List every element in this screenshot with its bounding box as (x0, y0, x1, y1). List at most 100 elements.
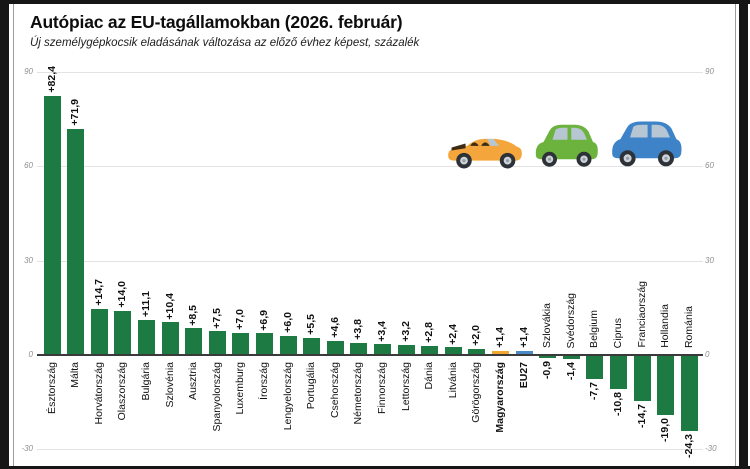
car-trunk (451, 143, 466, 151)
bar-value-label-EU27: +1,4 (517, 326, 530, 348)
bar-value-label-Hollandia: -19,0 (659, 417, 672, 442)
bar-value-label-Észtország: +82,4 (45, 66, 58, 93)
bar-country-label-Portugália: Portugália (305, 362, 318, 410)
bar-Románia (680, 355, 698, 432)
bar-value-label-Spanyolország: +7,5 (210, 307, 223, 329)
chart-card: Autópiac az EU-tagállamokban (2026. febr… (9, 4, 739, 466)
bar-Portugália (303, 337, 321, 355)
bar-country-label-Finnország: Finnország (375, 362, 388, 414)
blue-car-icon (612, 121, 682, 167)
bar-country-label-Lettország: Lettország (399, 362, 412, 412)
bar-value-label-Németország: +3,8 (352, 319, 365, 341)
bar-country-label-Szlovákia: Szlovákia (541, 303, 554, 348)
bar-value-label-Románia: -24,3 (682, 434, 695, 459)
bar-Olaszország (114, 310, 132, 355)
bar-country-label-Luxemburg: Luxemburg (234, 362, 247, 415)
bar-value-label-Magyarország: +1,4 (493, 326, 506, 348)
bar-Spanyolország (208, 331, 226, 355)
bar-Franciaország (633, 355, 651, 402)
bar-country-label-Dánia: Dánia (423, 362, 436, 390)
frame-border-right (739, 0, 748, 469)
car-rear-window (552, 127, 568, 140)
bar-country-label-Ausztria: Ausztria (187, 362, 200, 400)
bar-Litvánia (444, 347, 462, 355)
frame-border-top (0, 0, 750, 4)
bar-Írország (255, 333, 273, 355)
frame-border-bottom (0, 466, 750, 469)
bar-value-label-Finnország: +3,4 (375, 320, 388, 342)
bar-Horvátország (90, 308, 108, 355)
gridline--30 (37, 449, 703, 451)
bar-country-label-Belgium: Belgium (588, 310, 601, 348)
bar-Görögország (468, 348, 486, 355)
bar-Ciprus (609, 355, 627, 389)
bar-country-label-Lengyelország: Lengyelország (281, 362, 294, 431)
bar-value-label-Lettország: +3,2 (399, 321, 412, 342)
bar-country-label-Írország: Írország (257, 362, 270, 400)
bar-country-label-Franciaország: Franciaország (635, 281, 648, 348)
chart-title: Autópiac az EU-tagállamokban (2026. febr… (30, 12, 403, 32)
bar-value-label-Belgium: -7,7 (588, 382, 601, 401)
frame-inner-line-right (735, 4, 736, 466)
y-axis-tick-left--30: -30 (21, 444, 33, 454)
bar-Csehország (326, 340, 344, 355)
bar-country-label-Svédország: Svédország (564, 292, 577, 348)
frame-border-left (0, 0, 9, 469)
y-axis-tick-right-30: 30 (705, 255, 714, 265)
bar-country-label-Észtország: Észtország (45, 362, 58, 414)
car-seat (470, 142, 479, 146)
bar-Dánia (421, 346, 439, 355)
bar-country-label-Litvánia: Litvánia (446, 362, 459, 399)
bar-Németország (350, 343, 368, 355)
bar-Ausztria (185, 328, 203, 355)
bar-country-label-Ciprus: Ciprus (611, 317, 624, 348)
bar-country-label-Magyarország: Magyarország (493, 362, 506, 433)
y-axis-tick-left-0: 0 (28, 350, 33, 359)
bar-EU27 (515, 350, 533, 355)
y-axis-tick-right-60: 60 (705, 161, 714, 171)
bar-country-label-Horvátország: Horvátország (92, 362, 105, 425)
bar-value-label-Franciaország: -14,7 (635, 404, 648, 429)
bar-Hollandia (657, 355, 675, 415)
car-seat (481, 142, 490, 146)
gridline-30 (37, 260, 703, 262)
bar-country-label-Spanyolország: Spanyolország (210, 362, 223, 432)
bar-Bulgária (137, 320, 155, 355)
bar-value-label-Bulgária: +11,1 (139, 291, 152, 318)
bar-Belgium (586, 355, 604, 380)
bar-country-label-EU27: EU27 (517, 362, 530, 389)
gridline-60 (37, 166, 703, 168)
bar-country-label-Bulgária: Bulgária (139, 362, 152, 401)
bar-value-label-Olaszország: +14,0 (116, 281, 129, 308)
bar-Svédország (562, 355, 580, 360)
bar-value-label-Görögország: +2,0 (470, 324, 483, 346)
bar-Finnország (373, 344, 391, 355)
bar-country-label-Görögország: Görögország (470, 362, 483, 423)
bar-value-label-Szlovákia: -0,9 (541, 360, 554, 379)
bar-value-label-Litvánia: +2,4 (446, 323, 459, 345)
car-front-window (571, 127, 587, 140)
bar-value-label-Luxemburg: +7,0 (234, 309, 247, 330)
y-axis-tick-right-0: 0 (705, 350, 710, 359)
bar-value-label-Dánia: +2,8 (423, 322, 436, 344)
bar-value-label-Ciprus: -10,8 (611, 391, 624, 416)
frame-inner-line-left (13, 4, 14, 466)
bar-Szlovénia (161, 322, 179, 355)
y-axis-tick-right--30: -30 (705, 444, 717, 454)
bar-value-label-Horvátország: +14,7 (92, 279, 105, 306)
bar-country-label-Németország: Németország (352, 362, 365, 425)
bar-value-label-Szlovénia: +10,4 (163, 292, 176, 320)
bar-country-label-Olaszország: Olaszország (116, 362, 129, 421)
bar-value-label-Lengyelország: +6,0 (281, 312, 294, 334)
bar-country-label-Csehország: Csehország (328, 362, 341, 419)
car-front-window (651, 124, 670, 138)
bar-value-label-Portugália: +5,5 (305, 313, 318, 335)
bar-Szlovákia (539, 355, 557, 358)
bar-value-label-Svédország: -1,4 (564, 362, 577, 381)
bar-Lettország (397, 344, 415, 355)
x-axis-line (37, 354, 703, 356)
y-axis-tick-left-30: 30 (24, 255, 33, 265)
green-car-icon (535, 124, 598, 167)
car-windshield (487, 138, 499, 146)
bar-country-label-Málta: Málta (69, 362, 82, 388)
